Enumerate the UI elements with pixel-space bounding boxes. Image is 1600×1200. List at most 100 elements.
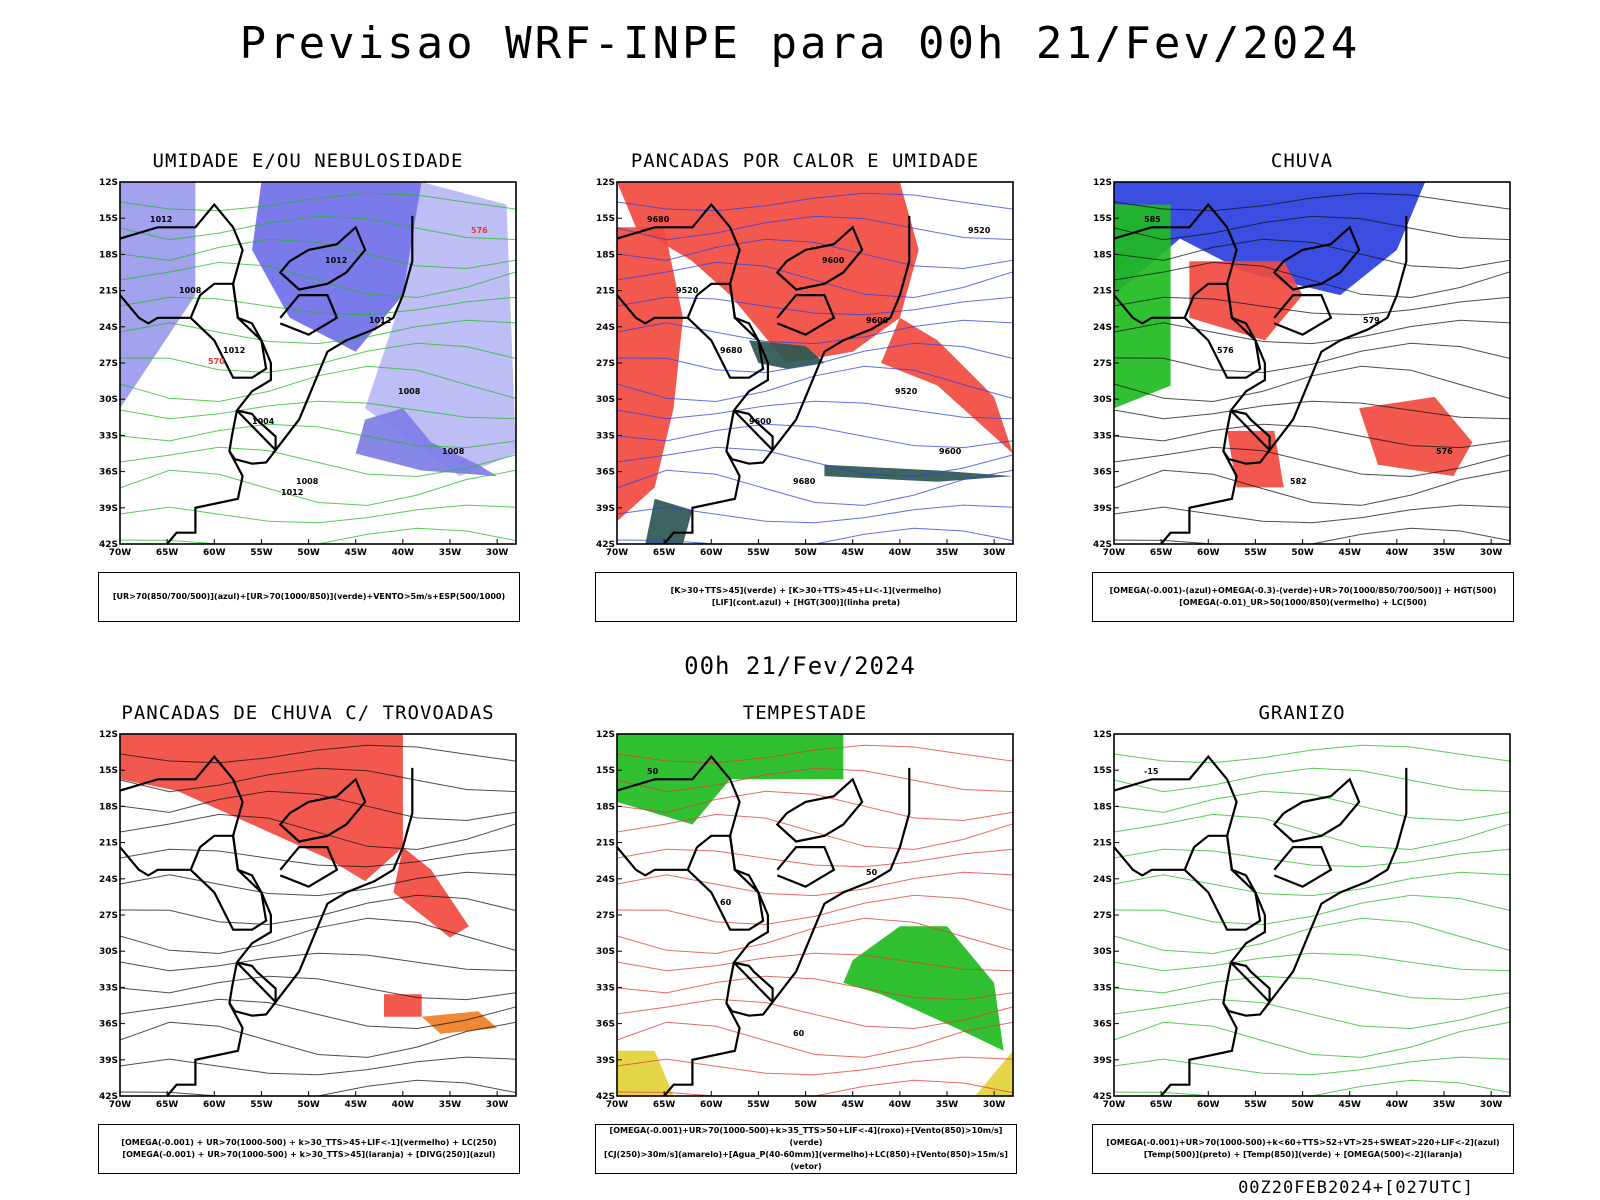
panel-title: PANCADAS POR CALOR E UMIDADE xyxy=(630,150,980,172)
panel-title: CHUVA xyxy=(1270,150,1334,172)
shaded-area-1 xyxy=(881,317,1013,454)
shaded-area-3 xyxy=(355,408,498,477)
contour-label: 585 xyxy=(1144,215,1161,224)
contour-line-3 xyxy=(616,261,1014,299)
contour-label: 9680 xyxy=(647,215,670,224)
legend-line-1: [K>30+TTS>45](verde) + [K>30+TTS>45+LI<-… xyxy=(670,586,942,595)
contour-line-0 xyxy=(119,744,517,764)
shaded-area-2 xyxy=(384,994,422,1017)
lat-tick-label: 30S xyxy=(1093,947,1112,957)
lon-tick-label: 55W xyxy=(1244,548,1267,558)
contour-label: 1008 xyxy=(296,477,319,486)
lat-tick-label: 24S xyxy=(596,323,615,333)
mid-timestamp: 00h 21/Fev/2024 xyxy=(684,652,916,680)
contour-label: 60 xyxy=(720,898,732,907)
boundary-line-6 xyxy=(776,293,836,336)
boundary-line-1 xyxy=(189,834,268,931)
contour-line-4 xyxy=(1113,296,1511,316)
contour-line-5 xyxy=(1113,319,1511,345)
lon-tick-label: 55W xyxy=(250,548,273,558)
legend-line-1: [OMEGA(-0.001)+UR>70(1000-500)+k<60+TTS>… xyxy=(1106,1138,1500,1147)
lon-tick-label: 70W xyxy=(606,548,629,558)
contour-line-9 xyxy=(119,423,517,449)
lon-tick-label: 60W xyxy=(700,1100,723,1110)
lat-tick-label: 39S xyxy=(596,504,615,514)
contour-line-5 xyxy=(119,871,517,897)
panel-legend: [OMEGA(-0.001)+UR>70(1000-500)+k<60+TTS>… xyxy=(1092,1124,1514,1174)
contour-line-11 xyxy=(119,1021,517,1058)
shaded-area-1 xyxy=(365,182,516,477)
boundary-line-5 xyxy=(775,225,864,291)
lon-tick-label: 35W xyxy=(936,548,959,558)
contour-line-10 xyxy=(616,446,1014,478)
panel-legend: [UR>70(850/700/500)](azul)+[UR>70(1000/8… xyxy=(98,572,520,622)
map-chuva: 585 576 582 579 576 12S 15S 18S 21S 24S 27S 30S 33S 3… xyxy=(1093,178,1511,558)
contour-line-2 xyxy=(119,790,517,822)
lon-tick-label: 70W xyxy=(606,1100,629,1110)
contour-line-1 xyxy=(616,767,1014,793)
contour-line-2 xyxy=(1113,238,1511,270)
map-tempestade: 50 60 60 50 12S 15S 18S 21S 24S 27S 30S 33S 36S 39S 42… xyxy=(596,730,1014,1110)
contour-line-8 xyxy=(616,400,1014,420)
contour-label: 9600 xyxy=(939,447,962,456)
lat-tick-label: 18S xyxy=(1093,802,1112,812)
boundary-line-3 xyxy=(663,1002,741,1097)
panel-granizo: GRANIZO -15 12S 15S 18S 21S 24S 27S 30S 33S 36S 39… xyxy=(1090,702,1514,1174)
lon-tick-label: 30W xyxy=(983,1100,1006,1110)
lon-tick-label: 50W xyxy=(297,548,320,558)
lat-tick-label: 30S xyxy=(99,947,118,957)
panel-title: PANCADAS DE CHUVA C/ TROVOADAS xyxy=(121,702,495,724)
contour-line-12 xyxy=(119,1056,517,1076)
contour-label: 9680 xyxy=(793,477,816,486)
lat-tick-label: 27S xyxy=(1093,359,1112,369)
shaded-area-3 xyxy=(1359,396,1473,477)
contour-line-10 xyxy=(616,998,1014,1030)
lon-tick-label: 30W xyxy=(1480,1100,1503,1110)
contour-line-3 xyxy=(119,813,517,851)
lat-tick-label: 27S xyxy=(99,359,118,369)
contour-line-4 xyxy=(119,296,517,316)
lon-tick-label: 45W xyxy=(1338,548,1361,558)
contour-label: 50 xyxy=(647,767,659,776)
lat-tick-label: 15S xyxy=(1093,214,1112,224)
legend-line-1: [OMEGA(-0.001) + UR>70(1000-500) + k>30_… xyxy=(121,1138,497,1147)
panel-legend: [OMEGA(-0.001) + UR>70(1000-500) + k>30_… xyxy=(98,1124,520,1174)
contour-line-12 xyxy=(1113,1056,1511,1076)
boundary-line-2 xyxy=(1222,961,1271,1017)
boundary-line-2 xyxy=(228,409,277,465)
contour-label: 576 xyxy=(471,226,488,235)
contour-label: 570 xyxy=(208,357,225,366)
contour-label: 50 xyxy=(866,868,878,877)
contour-label: 582 xyxy=(1290,477,1307,486)
contour-line-12 xyxy=(119,504,517,524)
lon-tick-label: 65W xyxy=(156,548,179,558)
contour-line-12 xyxy=(616,504,1014,524)
lon-tick-label: 45W xyxy=(344,548,367,558)
lon-tick-label: 60W xyxy=(1197,1100,1220,1110)
contour-line-5 xyxy=(1113,871,1511,897)
boundary-line-0 xyxy=(1113,202,1408,452)
contour-label: 1012 xyxy=(325,256,347,265)
contour-label: 9520 xyxy=(676,286,699,295)
contour-line-8 xyxy=(119,952,517,972)
lat-tick-label: 15S xyxy=(1093,766,1112,776)
panel-title: GRANIZO xyxy=(1258,702,1346,724)
contour-label: 1008 xyxy=(442,447,465,456)
contour-line-8 xyxy=(1113,952,1511,972)
lon-tick-label: 35W xyxy=(1433,548,1456,558)
lon-tick-label: 30W xyxy=(983,548,1006,558)
contour-label: 576 xyxy=(1217,346,1234,355)
lat-tick-label: 21S xyxy=(596,287,615,297)
lon-tick-label: 70W xyxy=(109,1100,132,1110)
contour-label: 1012 xyxy=(150,215,172,224)
contour-line-2 xyxy=(1113,790,1511,822)
contour-line-3 xyxy=(1113,261,1511,299)
lon-tick-label: 55W xyxy=(1244,1100,1267,1110)
lon-tick-label: 70W xyxy=(1103,1100,1126,1110)
contour-label: 9600 xyxy=(866,316,889,325)
contour-line-6 xyxy=(1113,894,1511,926)
lat-tick-label: 18S xyxy=(596,802,615,812)
lat-tick-label: 27S xyxy=(596,911,615,921)
lat-tick-label: 39S xyxy=(1093,504,1112,514)
